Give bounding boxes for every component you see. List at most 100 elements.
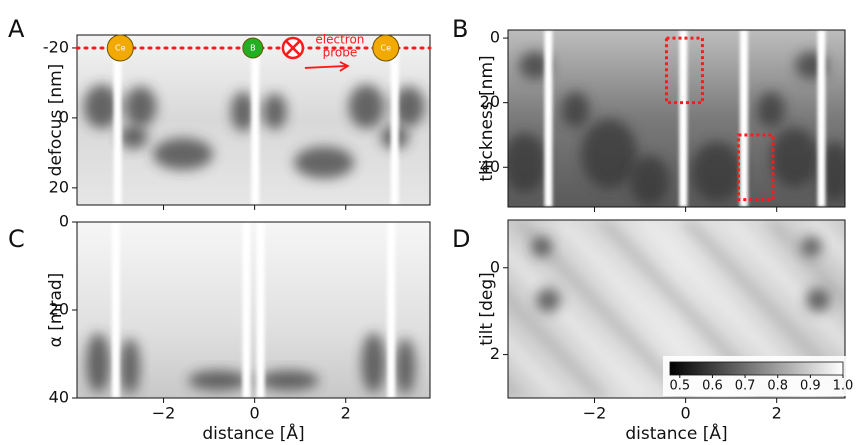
- panel-label: A: [8, 15, 25, 43]
- panel-frame: [76, 34, 431, 206]
- texture-dark: [508, 132, 547, 193]
- texture-band: [718, 220, 845, 354]
- colorbar-tick-label: 0.5: [669, 379, 690, 394]
- texture-band: [802, 220, 845, 265]
- texture-stripe: [679, 30, 688, 207]
- x-axis-label: distance [Å]: [202, 422, 304, 444]
- texture-band: [634, 220, 822, 398]
- texture-dark: [531, 236, 552, 257]
- colorbar-tick-label: 0.6: [702, 379, 723, 394]
- colorbar-tick-label: 0.8: [767, 379, 788, 394]
- texture-dark: [188, 370, 249, 391]
- probe-arrow: [304, 61, 350, 72]
- y-axis-label: tilt [deg]: [477, 272, 497, 346]
- probe-label: probe: [323, 45, 358, 59]
- texture-band: [592, 220, 780, 398]
- texture-dark: [124, 86, 157, 127]
- panel-frame: [507, 219, 846, 399]
- texture-dark: [392, 86, 425, 127]
- texture-dark: [119, 338, 140, 395]
- texture-dark: [230, 91, 255, 132]
- x-tick-label: 2: [341, 404, 351, 423]
- texture-dark: [83, 84, 120, 129]
- texture-stripe: [256, 222, 265, 398]
- colorbar-tick-label: 0.7: [735, 379, 756, 394]
- x-tick-label: 0: [250, 404, 260, 423]
- highlight-box: [736, 133, 775, 202]
- texture-band: [845, 220, 860, 398]
- texture-dark: [801, 236, 822, 257]
- y-tick-label: 0: [59, 212, 69, 231]
- y-tick-label: 40: [49, 388, 69, 407]
- texture-stripe: [390, 35, 399, 205]
- texture-dark: [348, 84, 385, 129]
- texture-stripe: [113, 35, 122, 205]
- x-tick-label: 2: [772, 404, 782, 423]
- texture-band: [508, 288, 612, 398]
- texture-band: [676, 220, 845, 398]
- texture-stripe: [387, 222, 396, 398]
- texture-dark: [395, 338, 416, 395]
- texture-stripe: [544, 30, 553, 207]
- atom: [242, 37, 264, 59]
- y-axis-label: defocus [nm]: [46, 64, 66, 177]
- texture-dark: [518, 51, 551, 80]
- atom: [106, 34, 134, 62]
- texture-dark: [152, 138, 213, 170]
- probe-cross: [285, 40, 301, 56]
- x-tick-label: 0: [681, 404, 691, 423]
- texture-dark: [258, 370, 319, 391]
- atom: [372, 34, 400, 62]
- highlight-box: [664, 36, 704, 105]
- probe-label: electron: [315, 32, 364, 46]
- panel-frame: [507, 29, 846, 208]
- texture-dark: [561, 91, 590, 128]
- texture-dark: [262, 93, 287, 130]
- texture-band: [550, 220, 738, 398]
- texture-dark: [294, 146, 355, 179]
- texture-band: [508, 244, 654, 398]
- x-axis-label: distance [Å]: [625, 422, 727, 444]
- texture-dark: [806, 288, 831, 313]
- texture-dark: [119, 125, 148, 149]
- texture-dark: [690, 141, 743, 202]
- panel-label: C: [8, 225, 25, 253]
- texture-stripe: [111, 222, 120, 398]
- colorbar-tick-label: 0.9: [800, 379, 821, 394]
- y-tick-label: 0: [59, 107, 69, 126]
- texture-dark: [581, 118, 638, 189]
- texture-band: [508, 333, 570, 398]
- texture-dark: [86, 332, 111, 393]
- texture-dark: [770, 127, 819, 188]
- texture-band: [508, 220, 696, 398]
- panel-label: B: [452, 15, 468, 43]
- texture-stripe: [251, 35, 260, 205]
- y-tick-label: 20: [480, 92, 500, 111]
- atom-label: Ce: [115, 43, 126, 52]
- heatmap-image: [508, 220, 860, 398]
- atom-label: B: [250, 43, 256, 52]
- y-tick-label: 0: [490, 257, 500, 276]
- heatmap-image: [77, 222, 430, 398]
- colorbar-tick-label: 1.0: [833, 379, 854, 394]
- texture-band: [760, 220, 845, 309]
- x-tick-label: −2: [583, 404, 607, 423]
- y-tick-label: -20: [43, 37, 69, 56]
- texture-dark: [536, 288, 561, 313]
- heatmap-image: [508, 30, 845, 207]
- texture-dark: [361, 332, 386, 393]
- texture-stripe: [242, 222, 251, 398]
- y-tick-label: 2: [490, 344, 500, 363]
- y-tick-label: 40: [480, 157, 500, 176]
- texture-stripe: [739, 30, 748, 207]
- atom-label: Ce: [381, 43, 392, 52]
- panel-label: D: [452, 225, 470, 253]
- colorbar: [669, 361, 844, 376]
- y-tick-label: 20: [49, 177, 69, 196]
- y-axis-label: α [mrad]: [46, 273, 66, 348]
- texture-stripe: [817, 30, 826, 207]
- texture-band: [508, 377, 527, 398]
- y-tick-label: 20: [49, 300, 69, 319]
- x-tick-label: −2: [152, 404, 176, 423]
